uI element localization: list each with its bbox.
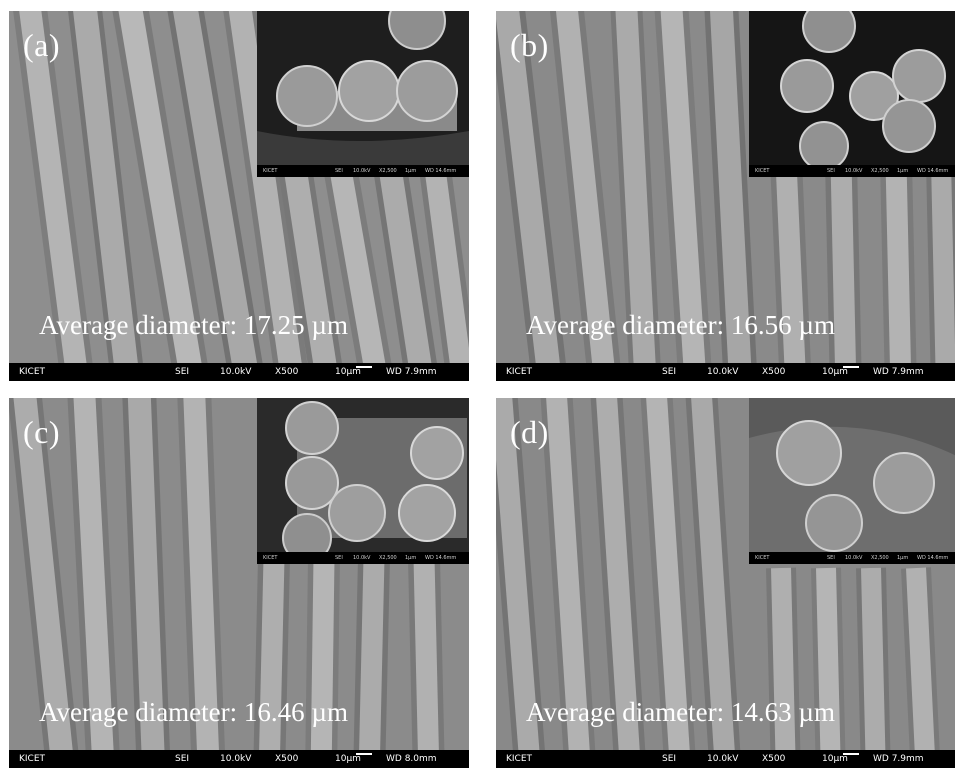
detector-label: SEI <box>175 367 190 377</box>
working-distance-label: WD 7.9mm <box>873 367 924 377</box>
average-diameter-caption: Average diameter: 14.63 µm <box>526 697 835 727</box>
fiber-micrograph <box>496 398 955 768</box>
voltage-label: 10.0kV <box>220 367 252 377</box>
detector-label: SEI <box>175 754 190 764</box>
facility-label: KICET <box>19 754 46 764</box>
working-distance-label: WD 8.0mm <box>386 754 437 764</box>
sem-panel-a: KICET SEI 10.0kV X2,500 1µm WD 14.6mm (a) Ave… <box>9 11 469 381</box>
average-diameter-caption: Average diameter: 16.46 µm <box>39 697 348 727</box>
average-diameter-caption: Average diameter: 16.56 µm <box>526 310 835 340</box>
facility-label: KICET <box>506 754 533 764</box>
panel-label: (d) <box>510 414 549 450</box>
panel-label: (c) <box>23 414 61 450</box>
scale-label: 10µm <box>335 367 361 377</box>
scale-label: 10µm <box>822 754 848 764</box>
sem-info-bar: KICET SEI 10.0kV X500 10µm WD 7.9mm <box>496 363 955 381</box>
cross-section-inset: KICET SEI 10.0kV X2,500 1µm WD 14.6mm <box>257 398 469 564</box>
scale-bar <box>843 366 859 368</box>
detector-label: SEI <box>662 367 677 377</box>
sem-info-bar: KICET SEI 10.0kV X500 10µm WD 7.9mm <box>496 750 955 768</box>
working-distance-label: WD 7.9mm <box>386 367 437 377</box>
facility-label: KICET <box>19 367 46 377</box>
voltage-label: 10.0kV <box>707 367 739 377</box>
facility-label: KICET <box>506 367 533 377</box>
panel-label: (b) <box>510 27 549 63</box>
sem-info-bar: KICET SEI 10.0kV X500 10µm WD 8.0mm <box>9 750 469 768</box>
magnification-label: X500 <box>275 754 299 764</box>
cross-section-inset: KICET SEI 10.0kV X2,500 1µm WD 14.6mm <box>749 398 955 564</box>
voltage-label: 10.0kV <box>707 754 739 764</box>
sem-panel-d: KICET SEI 10.0kV X2,500 1µm WD 14.6mm (d) Ave… <box>496 398 955 768</box>
panel-label: (a) <box>23 27 61 63</box>
scale-bar <box>356 366 372 368</box>
average-diameter-caption: Average diameter: 17.25 µm <box>39 310 348 340</box>
detector-label: SEI <box>662 754 677 764</box>
scale-label: 10µm <box>822 367 848 377</box>
scale-bar <box>356 753 372 755</box>
working-distance-label: WD 7.9mm <box>873 754 924 764</box>
cross-section-inset: KICET SEI 10.0kV X2,500 1µm WD 14.6mm <box>749 11 955 177</box>
voltage-label: 10.0kV <box>220 754 252 764</box>
magnification-label: X500 <box>762 754 786 764</box>
sem-panel-c: KICET SEI 10.0kV X2,500 1µm WD 14.6mm (c) Ave… <box>9 398 469 768</box>
scale-bar <box>843 753 859 755</box>
magnification-label: X500 <box>762 367 786 377</box>
sem-info-bar: KICET SEI 10.0kV X500 10µm WD 7.9mm <box>9 363 469 381</box>
scale-label: 10µm <box>335 754 361 764</box>
sem-panel-b: KICET SEI 10.0kV X2,500 1µm WD 14.6mm (b) Ave… <box>496 11 955 381</box>
cross-section-inset: KICET SEI 10.0kV X2,500 1µm WD 14.6mm <box>257 11 469 177</box>
magnification-label: X500 <box>275 367 299 377</box>
